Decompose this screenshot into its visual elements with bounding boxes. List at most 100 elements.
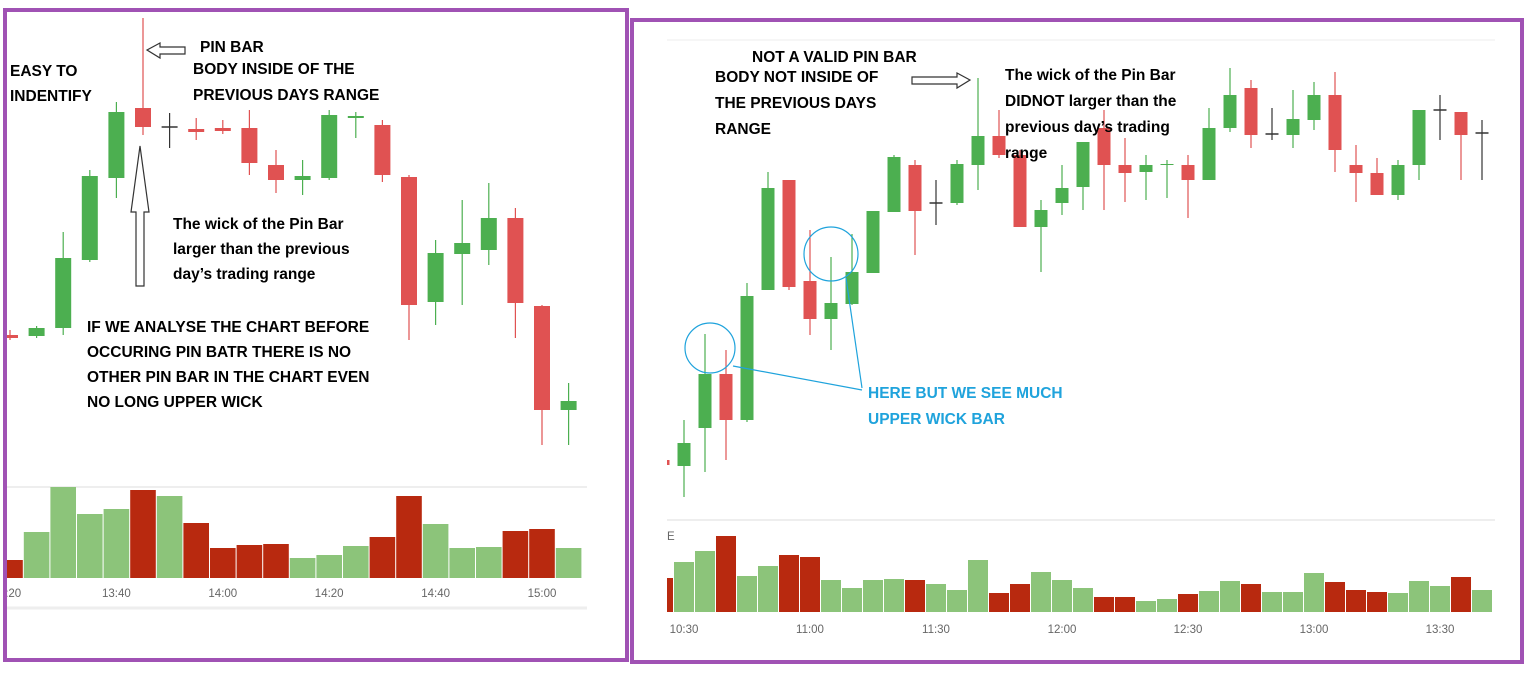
annotation: INDENTIFY — [10, 88, 92, 105]
annotation: NO LONG UPPER WICK — [87, 394, 263, 411]
volume-bar — [156, 496, 183, 578]
x-tick-label: 3:20 — [0, 588, 21, 600]
candle-body — [887, 157, 901, 212]
volume-bar — [183, 523, 209, 578]
volume-bar — [1451, 577, 1471, 612]
candle-body — [81, 176, 98, 260]
volume-bar — [555, 548, 582, 578]
x-tick-label: 13:40 — [102, 588, 131, 600]
x-tick-label: 13:00 — [1300, 624, 1329, 636]
annotation: RANGE — [715, 121, 771, 138]
arrow — [145, 41, 186, 60]
x-tick-label: 10:30 — [670, 624, 699, 636]
volume-bar — [1262, 592, 1282, 612]
annotation: PIN BAR — [200, 39, 264, 56]
volume-bar — [989, 593, 1009, 612]
candle-body — [1013, 155, 1027, 227]
candle-body — [1097, 128, 1111, 165]
highlight-circle — [803, 226, 859, 282]
candle-body — [507, 218, 524, 303]
volume-bar — [667, 578, 673, 612]
highlight-circle — [684, 322, 736, 374]
volume-bar — [422, 524, 449, 578]
candle-body — [427, 253, 444, 302]
x-tick-label: 13:30 — [1426, 624, 1455, 636]
panel-border — [3, 8, 629, 662]
panel-border — [630, 18, 1524, 664]
right-chart: 10:30 11:00 11:30 12:00 12:30 13:00 13:30 — [667, 68, 1492, 636]
candle-body — [908, 165, 922, 211]
volume-bar — [1304, 573, 1324, 612]
volume-bar — [947, 590, 967, 612]
annotation: IF WE ANALYSE THE CHART BEFORE — [87, 319, 369, 336]
volume-bar — [369, 537, 396, 578]
volume-bar — [1388, 593, 1408, 612]
candle-body — [1160, 164, 1174, 165]
volume-bar — [1073, 588, 1093, 612]
volume-bar — [130, 490, 156, 578]
x-tick-label: 12:00 — [1048, 624, 1077, 636]
candle-body — [480, 218, 497, 250]
volume-bar — [863, 580, 883, 612]
x-tick-label: 11:00 — [796, 624, 824, 636]
candle-body — [992, 136, 1006, 155]
volume-bar — [263, 544, 289, 578]
annotation: BODY INSIDE OF THE — [193, 61, 355, 78]
candle-body — [321, 115, 338, 178]
candle-body — [1055, 188, 1069, 203]
volume-bar — [884, 579, 904, 612]
candle-body — [1139, 165, 1153, 172]
candle-body — [677, 443, 691, 466]
candle-body — [534, 306, 550, 410]
candle-body — [971, 136, 985, 165]
annotation: BODY NOT INSIDE OF — [715, 69, 878, 86]
annotation: The wick of the Pin Bar — [173, 216, 344, 233]
candle-body — [1181, 165, 1195, 180]
volume-bar — [905, 580, 925, 612]
candle-body — [454, 243, 471, 254]
candle-body — [740, 296, 754, 420]
volume-bar — [1283, 592, 1303, 612]
x-tick-label: 14:00 — [208, 588, 237, 600]
annotation: previous day’s trading — [1005, 119, 1170, 136]
candle-body — [401, 177, 417, 305]
candle-body — [866, 211, 880, 273]
candle-body — [1307, 95, 1321, 120]
volume-bar — [77, 514, 103, 578]
candle-body — [1370, 173, 1384, 195]
annotation: UPPER WICK BAR — [868, 411, 1005, 428]
annotation: larger than the previous — [173, 241, 350, 258]
x-tick-label: 12:30 — [1174, 624, 1203, 636]
volume-bar — [103, 509, 130, 578]
candle-body — [1454, 112, 1468, 135]
volume-bar — [695, 551, 715, 612]
volume-bar — [476, 547, 502, 578]
annotation: range — [1005, 145, 1048, 162]
annotation: OTHER PIN BAR IN THE CHART EVEN — [87, 369, 369, 386]
volume-bar — [7, 560, 23, 578]
candle-body — [1034, 210, 1048, 227]
volume-bar — [1031, 572, 1051, 612]
volume-bar — [1346, 590, 1366, 612]
candle-body — [667, 460, 670, 465]
volume-bar — [968, 560, 988, 612]
annotation-shapes — [130, 41, 972, 391]
annotation: day’s trading range — [173, 266, 316, 283]
arrow — [130, 145, 150, 287]
annotation: DIDNOT larger than the — [1005, 93, 1177, 110]
candle-body — [241, 128, 258, 163]
volume-bar — [316, 555, 342, 578]
volume-bar — [449, 548, 475, 578]
annotation: HERE BUT WE SEE MUCH — [868, 385, 1063, 402]
candle-body — [108, 112, 125, 178]
candle-body — [824, 303, 838, 319]
volume-bar — [1094, 597, 1114, 612]
x-tick-label: 15:00 — [528, 588, 557, 600]
volume-bar — [529, 529, 555, 578]
volume-bar — [343, 546, 369, 578]
volume-bar — [1010, 584, 1030, 612]
volume-bar — [1367, 592, 1387, 612]
annotation: EASY TO — [10, 63, 77, 80]
pointer-line — [732, 365, 863, 391]
